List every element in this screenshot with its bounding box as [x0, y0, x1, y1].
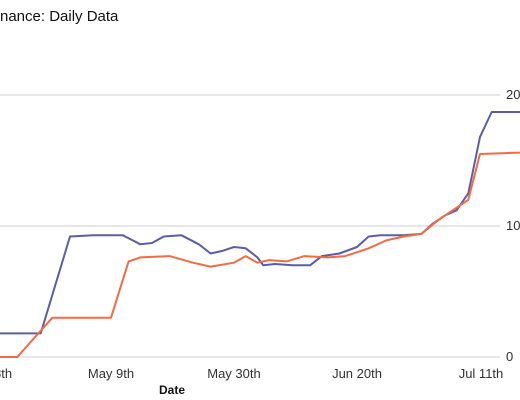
x-tick-label: Jul 11th	[459, 366, 504, 381]
x-axis-ticks: 8th May 9th May 30th Jun 20th Jul 11th	[0, 366, 503, 381]
y-tick-label: 0	[506, 349, 513, 364]
series-line-2	[0, 151, 520, 358]
chart-title: nance: Daily Data	[0, 8, 119, 25]
x-axis-title: Date	[159, 383, 185, 397]
y-axis-ticks: 0 10 20	[506, 87, 520, 364]
series-line-1	[0, 111, 520, 335]
y-tick-label: 20	[506, 87, 520, 102]
gridlines	[0, 94, 500, 358]
x-tick-label: 8th	[0, 366, 12, 381]
series-group	[0, 111, 520, 358]
x-tick-label: May 30th	[207, 366, 260, 381]
x-tick-label: Jun 20th	[332, 366, 382, 381]
x-tick-label: May 9th	[88, 366, 134, 381]
y-tick-label: 10	[506, 218, 520, 233]
